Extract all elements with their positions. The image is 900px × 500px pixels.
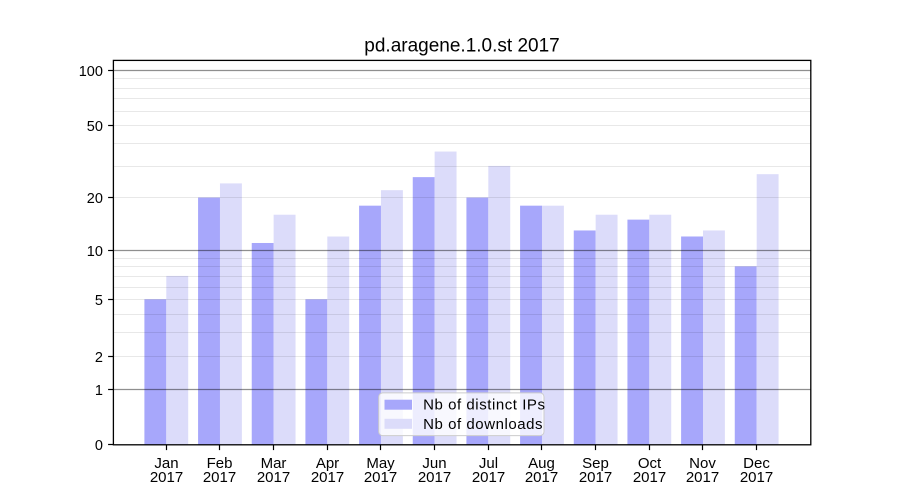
svg-text:Jan: Jan — [154, 455, 178, 472]
svg-text:2017: 2017 — [579, 469, 612, 486]
svg-text:Sep: Sep — [582, 455, 609, 472]
svg-text:May: May — [366, 455, 395, 472]
svg-text:pd.aragene.1.0.st 2017: pd.aragene.1.0.st 2017 — [364, 36, 559, 57]
svg-text:2017: 2017 — [740, 469, 773, 486]
svg-text:Apr: Apr — [316, 455, 339, 472]
svg-text:Feb: Feb — [207, 455, 233, 472]
svg-text:50: 50 — [87, 119, 103, 135]
svg-text:2017: 2017 — [686, 469, 719, 486]
svg-text:Nb of downloads: Nb of downloads — [423, 416, 543, 433]
svg-text:Jun: Jun — [422, 455, 446, 472]
svg-text:Mar: Mar — [261, 455, 287, 472]
svg-text:Aug: Aug — [528, 455, 555, 472]
svg-text:2017: 2017 — [525, 469, 558, 486]
svg-text:1: 1 — [95, 383, 103, 399]
svg-text:Dec: Dec — [743, 455, 770, 472]
svg-text:2017: 2017 — [311, 469, 344, 486]
svg-text:Nov: Nov — [689, 455, 716, 472]
svg-text:2017: 2017 — [150, 469, 183, 486]
svg-text:100: 100 — [79, 64, 103, 80]
svg-text:2017: 2017 — [203, 469, 236, 486]
svg-text:0: 0 — [95, 438, 103, 454]
svg-text:20: 20 — [87, 191, 103, 207]
svg-text:2017: 2017 — [364, 469, 397, 486]
svg-text:Oct: Oct — [638, 455, 662, 472]
svg-text:2017: 2017 — [418, 469, 451, 486]
svg-text:Jul: Jul — [479, 455, 498, 472]
svg-text:10: 10 — [87, 244, 103, 260]
svg-text:2017: 2017 — [633, 469, 666, 486]
svg-text:2017: 2017 — [257, 469, 290, 486]
svg-text:2017: 2017 — [472, 469, 505, 486]
svg-text:Nb of distinct IPs: Nb of distinct IPs — [423, 397, 545, 414]
svg-text:2: 2 — [95, 350, 103, 366]
svg-text:5: 5 — [95, 293, 103, 309]
